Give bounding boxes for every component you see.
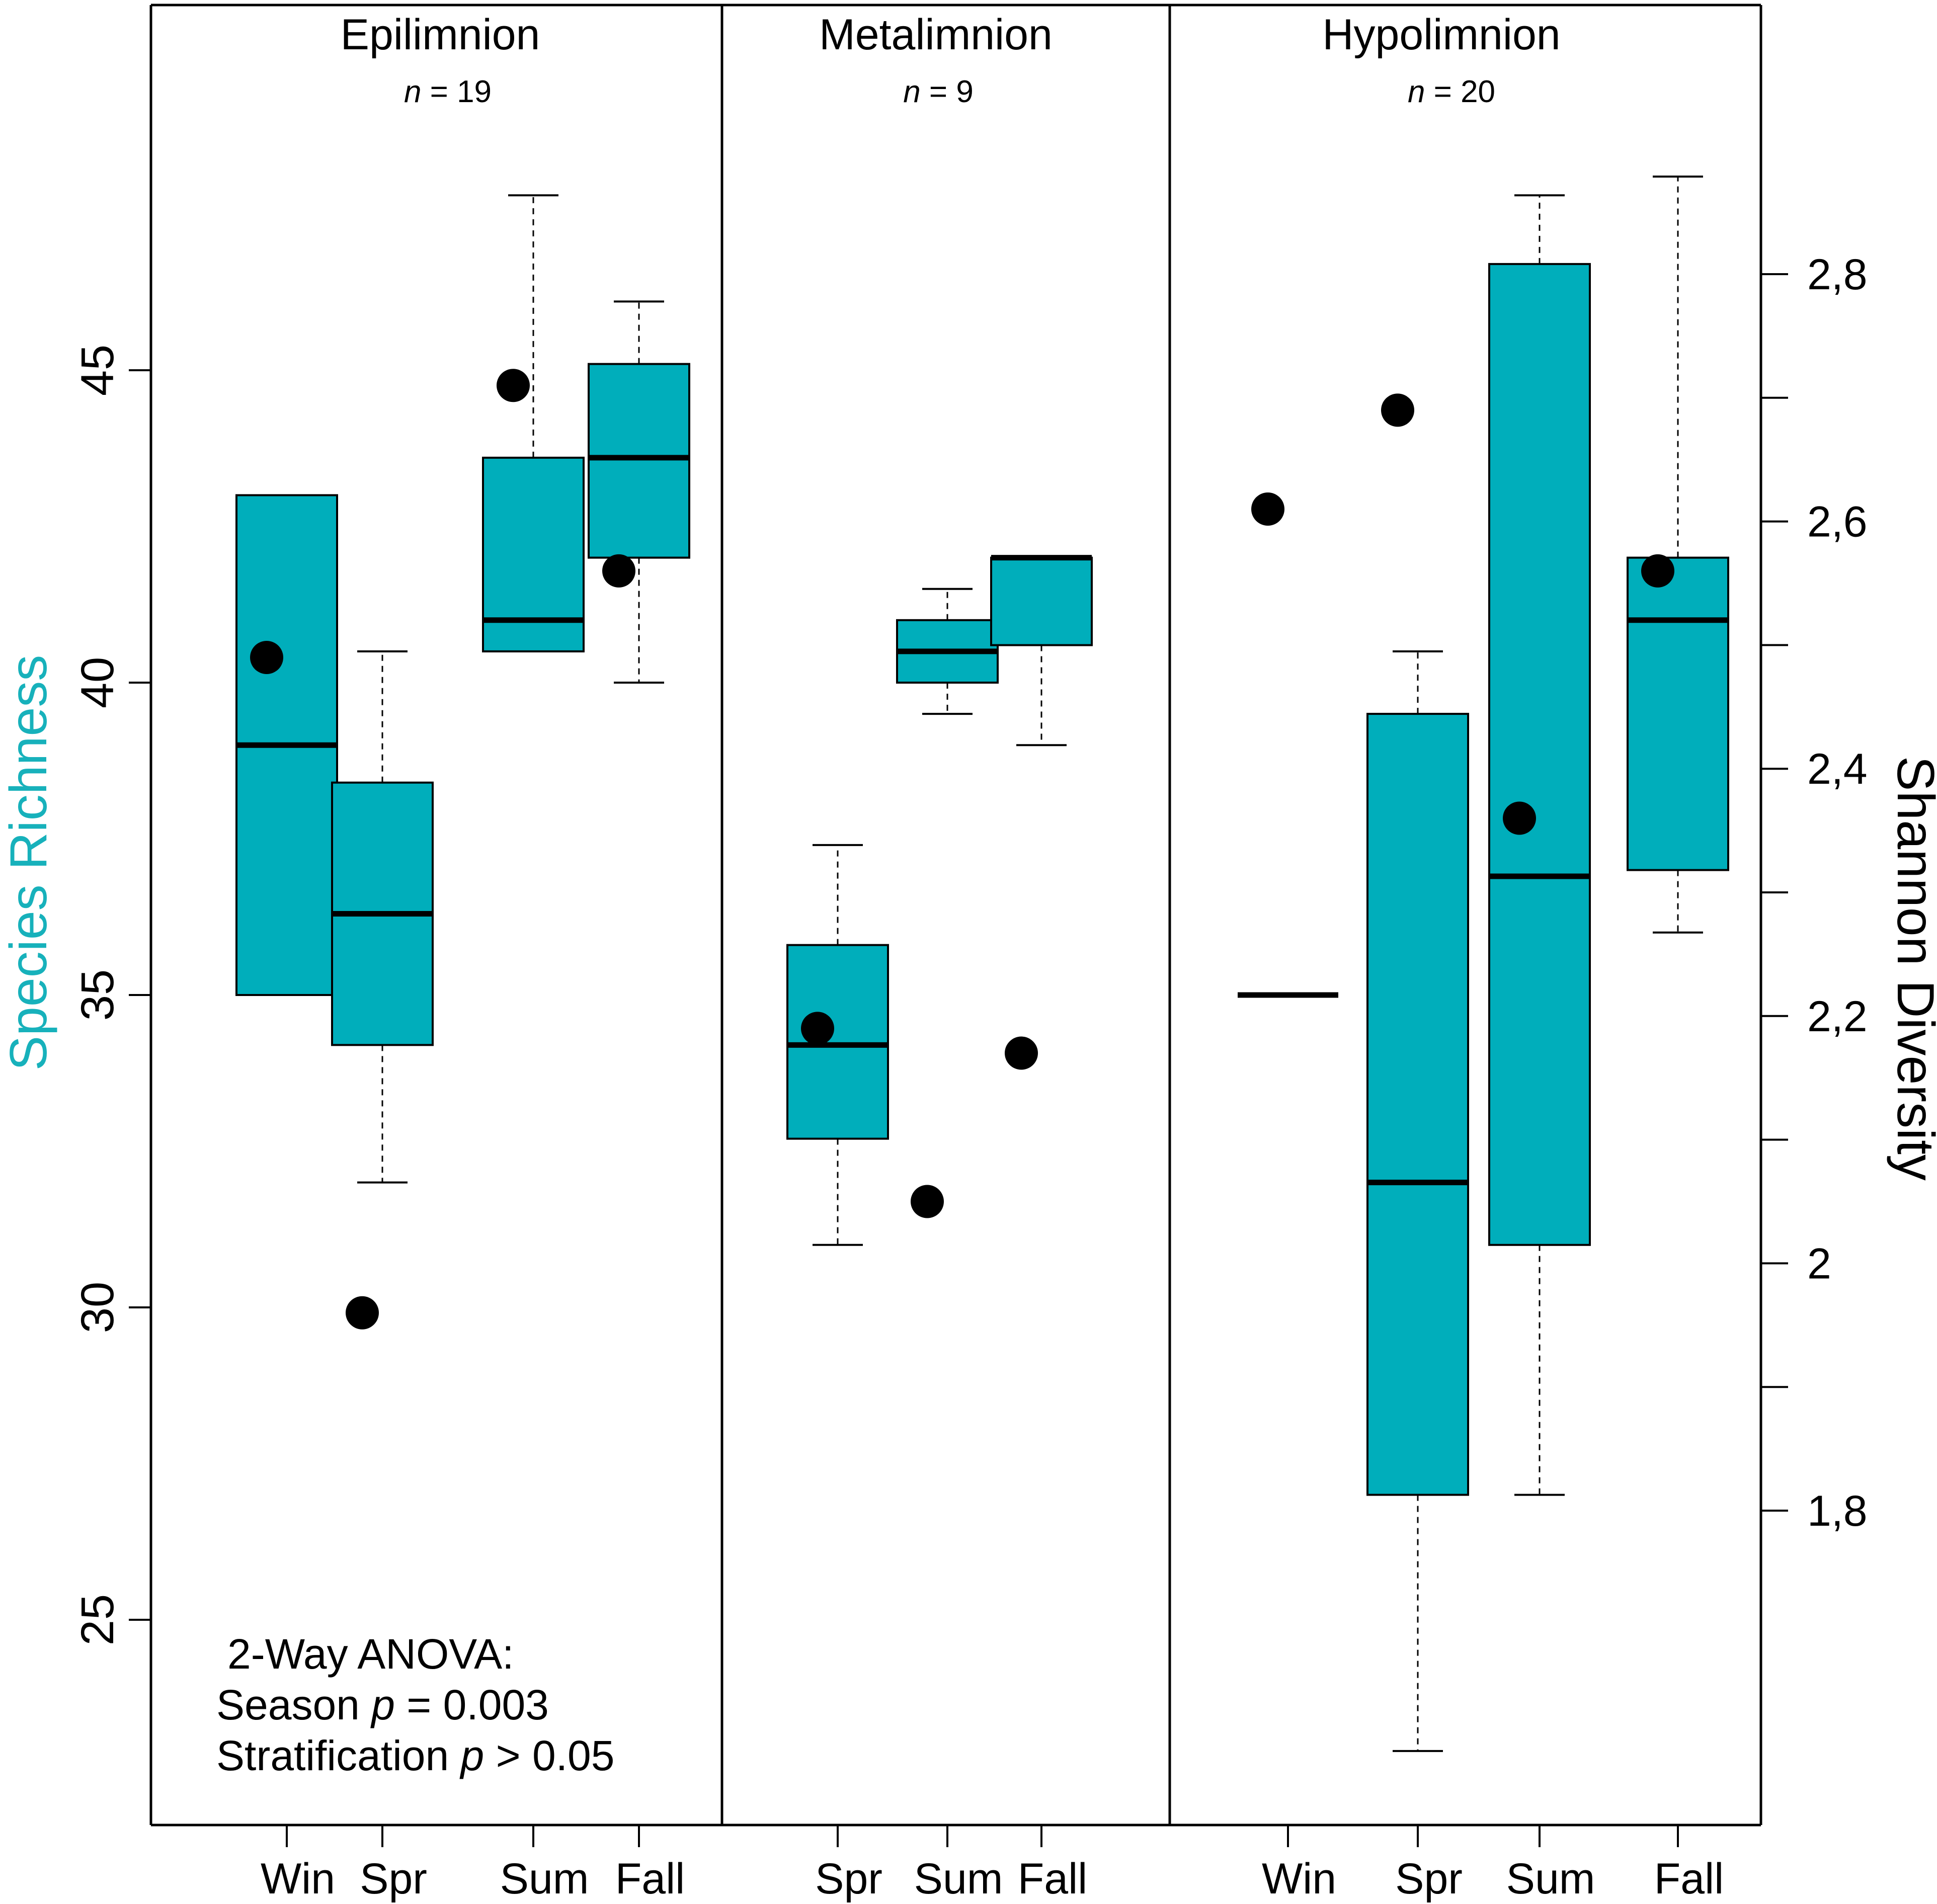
panel-title-metalimnion: Metalimnion (819, 11, 1053, 59)
anova-annotation: 2-Way ANOVA: Season p = 0.003 Stratifica… (216, 1630, 614, 1779)
x-tick-label-metalimnion-fall: Fall (1018, 1855, 1088, 1903)
left-tick-label-25: 25 (72, 1594, 123, 1645)
n-value: = 19 (421, 74, 492, 109)
right-tick-label-2: 2 (1807, 1239, 1831, 1288)
box-layer (235, 175, 1729, 1752)
x-tick-label-metalimnion-spr: Spr (815, 1855, 882, 1903)
box-hypolimnion-spr (1366, 713, 1469, 1496)
shannon-point-metalimnion-fall (1005, 1036, 1038, 1070)
x-tick-label-hypolimnion-fall: Fall (1654, 1855, 1724, 1903)
box-metalimnion-spr (786, 944, 889, 1140)
anova-line-3: Stratification p > 0.05 (216, 1732, 614, 1779)
text-layer: Epilimnion Metalimnion Hypolimnion n = 1… (0, 11, 1937, 1903)
shannon-point-epilimnion-win (250, 640, 283, 674)
left-tick-label-40: 40 (72, 657, 123, 708)
shannon-point-hypolimnion-sum (1503, 801, 1536, 835)
n-italic: n (404, 74, 421, 109)
right-tick-label-2-2: 2,2 (1807, 992, 1868, 1041)
panel-n-epilimnion: n = 19 (404, 74, 492, 109)
x-tick-label-hypolimnion-spr: Spr (1395, 1855, 1463, 1903)
left-tick-label-45: 45 (72, 345, 123, 396)
n-italic: n (1408, 74, 1425, 109)
left-tick-label-30: 30 (72, 1282, 123, 1333)
x-tick-label-hypolimnion-sum: Sum (1506, 1855, 1595, 1903)
shannon-point-epilimnion-fall (602, 554, 635, 588)
y-axis-right-label: Shannon Diversity (1886, 756, 1937, 1181)
x-tick-label-hypolimnion-win: Win (1262, 1855, 1336, 1903)
shannon-point-epilimnion-sum (497, 369, 530, 402)
right-tick-label-2-4: 2,4 (1807, 745, 1868, 793)
anova-line-2: Season p = 0.003 (216, 1681, 549, 1728)
panel-sample-sizes: n = 19 n = 9 n = 20 (404, 74, 1495, 109)
anova-season-label: Season (216, 1681, 371, 1728)
axes-layer (129, 4, 1788, 1847)
shannon-point-hypolimnion-spr (1381, 393, 1414, 427)
left-tick-label-35: 35 (72, 969, 123, 1021)
n-italic: n (903, 74, 920, 109)
shannon-point-hypolimnion-win (1251, 492, 1284, 526)
x-tick-label-epilimnion-win: Win (261, 1855, 335, 1903)
anova-stratification-value: > 0.05 (484, 1732, 614, 1779)
box-metalimnion-fall (990, 556, 1093, 646)
right-tick-label-2-6: 2,6 (1807, 498, 1868, 546)
x-tick-label-epilimnion-sum: Sum (500, 1855, 589, 1903)
anova-stratification-label: Stratification (216, 1732, 461, 1779)
x-tick-label-epilimnion-spr: Spr (360, 1855, 427, 1903)
box-hypolimnion-fall (1627, 556, 1729, 871)
anova-line-1: 2-Way ANOVA: (227, 1630, 514, 1678)
shannon-point-metalimnion-spr (801, 1012, 834, 1045)
x-tick-label-epilimnion-fall: Fall (615, 1855, 685, 1903)
box-hypolimnion-sum (1488, 263, 1591, 1246)
anova-p-italic: p (370, 1681, 395, 1728)
panel-title-hypolimnion: Hypolimnion (1322, 11, 1560, 59)
y-axis-left-label: Species Richness (0, 655, 58, 1071)
box-epilimnion-fall (588, 363, 690, 559)
panel-title-epilimnion: Epilimnion (341, 11, 540, 59)
anova-season-value: = 0.003 (395, 1681, 549, 1728)
n-value: = 20 (1425, 74, 1495, 109)
panel-n-hypolimnion: n = 20 (1408, 74, 1495, 109)
n-value: = 9 (921, 74, 974, 109)
shannon-point-metalimnion-sum (911, 1185, 944, 1218)
panel-n-metalimnion: n = 9 (903, 74, 974, 109)
shannon-point-hypolimnion-fall (1641, 554, 1674, 588)
panel-titles: Epilimnion Metalimnion Hypolimnion (341, 11, 1561, 59)
shannon-point-epilimnion-spr (346, 1296, 379, 1330)
right-tick-label-1-8: 1,8 (1807, 1487, 1868, 1535)
x-tick-label-metalimnion-sum: Sum (914, 1855, 1003, 1903)
right-tick-label-2-8: 2,8 (1807, 251, 1868, 299)
anova-p-italic: p (459, 1732, 485, 1779)
